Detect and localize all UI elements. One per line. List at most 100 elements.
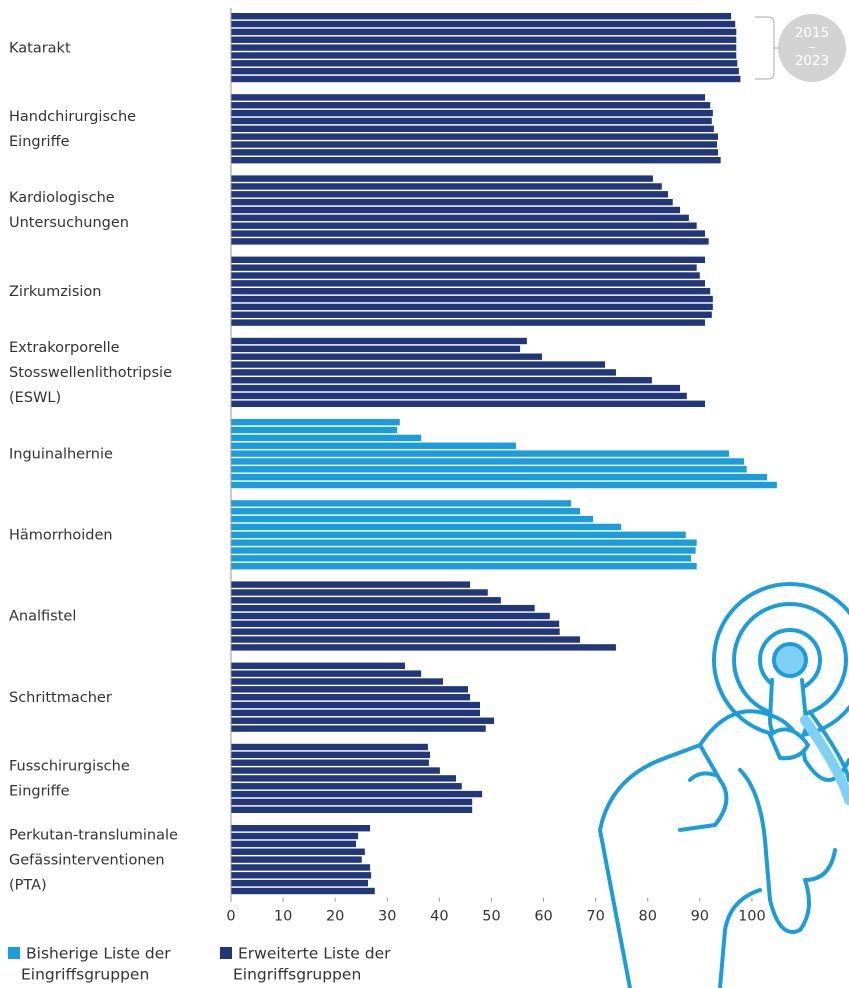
bar bbox=[231, 37, 736, 43]
bar bbox=[231, 539, 697, 545]
bar bbox=[231, 223, 697, 229]
bar bbox=[231, 547, 696, 553]
bar bbox=[231, 126, 714, 132]
bar bbox=[231, 264, 697, 270]
bar bbox=[231, 833, 358, 839]
legend-label: Eingriffsgruppen bbox=[233, 966, 361, 984]
category-label: Katarakt bbox=[9, 40, 71, 56]
bar bbox=[231, 799, 472, 805]
bar bbox=[231, 482, 777, 488]
bar bbox=[231, 563, 697, 569]
x-tick-label: 90 bbox=[691, 909, 709, 925]
x-tick-label: 40 bbox=[430, 909, 448, 925]
bar bbox=[231, 369, 616, 375]
bar bbox=[231, 524, 621, 530]
bar bbox=[231, 238, 709, 244]
legend-label: Eingriffsgruppen bbox=[21, 966, 149, 984]
bar bbox=[231, 377, 652, 383]
bar bbox=[231, 401, 705, 407]
bar bbox=[231, 597, 501, 603]
bar bbox=[231, 589, 488, 595]
bar bbox=[231, 435, 421, 441]
bar bbox=[231, 872, 371, 878]
bar bbox=[231, 280, 705, 286]
bar bbox=[231, 393, 687, 399]
bar bbox=[231, 775, 456, 781]
bar bbox=[231, 686, 468, 692]
bar bbox=[231, 304, 713, 310]
bar bbox=[231, 718, 494, 724]
bar bbox=[231, 183, 662, 189]
category-label: Schrittmacher bbox=[9, 690, 112, 706]
bar bbox=[231, 725, 486, 731]
bar bbox=[231, 110, 713, 116]
bar bbox=[231, 76, 740, 82]
bar bbox=[231, 880, 368, 886]
bar bbox=[231, 644, 616, 650]
bar bbox=[231, 118, 712, 124]
category-label: Hämorrhoiden bbox=[9, 528, 113, 544]
bar bbox=[231, 752, 430, 758]
x-tick-label: 10 bbox=[274, 909, 292, 925]
bar bbox=[231, 257, 705, 263]
bar bbox=[231, 319, 705, 325]
category-label: Stosswellenlithotripsie bbox=[9, 365, 172, 381]
category-label: Untersuchungen bbox=[9, 215, 129, 231]
category-label: (ESWL) bbox=[9, 390, 61, 406]
category-label: Fusschirurgische bbox=[9, 759, 130, 775]
bar bbox=[231, 338, 527, 344]
bar bbox=[231, 532, 686, 538]
bar bbox=[231, 694, 470, 700]
bar bbox=[231, 702, 480, 708]
bar bbox=[231, 175, 653, 181]
bar bbox=[231, 807, 472, 813]
bar bbox=[231, 760, 429, 766]
bar bbox=[231, 783, 462, 789]
category-label: Extrakorporelle bbox=[9, 340, 120, 356]
legend-swatch bbox=[220, 947, 232, 959]
legend-swatch bbox=[8, 947, 20, 959]
x-tick-label: 30 bbox=[378, 909, 396, 925]
bar bbox=[231, 841, 356, 847]
x-tick-label: 100 bbox=[738, 909, 766, 925]
bar bbox=[231, 516, 593, 522]
bar bbox=[231, 888, 375, 894]
bar bbox=[231, 199, 673, 205]
bar bbox=[231, 427, 397, 433]
category-label: Analfistel bbox=[9, 609, 76, 625]
bar bbox=[231, 849, 365, 855]
bar bbox=[231, 230, 705, 236]
bar bbox=[231, 678, 443, 684]
bar bbox=[231, 94, 705, 100]
bar bbox=[231, 613, 550, 619]
bar bbox=[231, 710, 480, 716]
bar bbox=[231, 636, 580, 642]
bar bbox=[231, 215, 689, 221]
category-label: Perkutan-transluminale bbox=[9, 827, 178, 843]
bar bbox=[231, 272, 700, 278]
bar bbox=[231, 458, 744, 464]
bar bbox=[231, 44, 736, 50]
bar bbox=[231, 68, 739, 74]
chart: Katarakt Handchirurgische Eingriffe Kardiol… bbox=[0, 0, 849, 988]
bar bbox=[231, 29, 736, 35]
bar bbox=[231, 856, 362, 862]
x-tick-label: 70 bbox=[586, 909, 604, 925]
category-label: Handchirurgische bbox=[9, 109, 136, 125]
bar bbox=[231, 149, 718, 155]
bar bbox=[231, 141, 717, 147]
category-label: Eingriffe bbox=[9, 134, 70, 150]
bar bbox=[231, 767, 440, 773]
category-label: Kardiologische bbox=[9, 190, 115, 206]
x-tick-label: 60 bbox=[534, 909, 552, 925]
bar bbox=[231, 500, 571, 506]
bar bbox=[231, 555, 691, 561]
bar bbox=[231, 102, 710, 108]
bar bbox=[231, 670, 421, 676]
hand-illustration bbox=[600, 584, 849, 988]
category-label: Gefässinterventionen bbox=[9, 852, 165, 868]
bar bbox=[231, 466, 747, 472]
annotation-text: 2023 bbox=[795, 53, 829, 69]
bar bbox=[231, 443, 516, 449]
legend-label: Bisherige Liste der bbox=[26, 945, 171, 963]
